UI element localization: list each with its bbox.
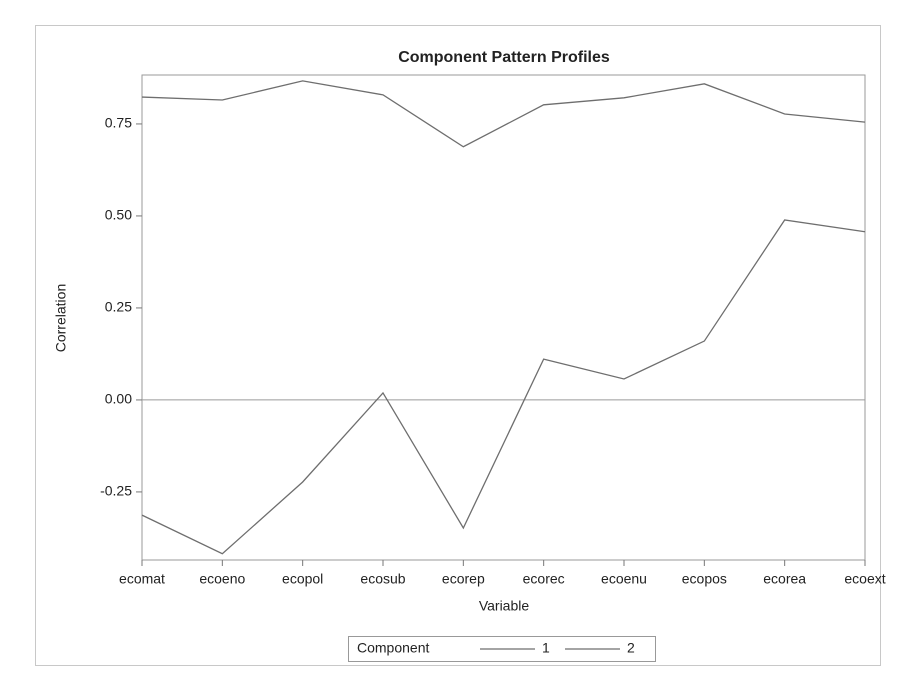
legend-label: 1 xyxy=(542,640,550,656)
x-tick-label: ecopol xyxy=(282,571,323,587)
x-tick-label: ecoenu xyxy=(601,571,647,587)
x-tick-label: ecoext xyxy=(844,571,885,587)
x-tick-label: ecorec xyxy=(523,571,565,587)
y-tick-label: 0.75 xyxy=(105,115,132,131)
legend-title: Component xyxy=(357,640,429,656)
plot-area xyxy=(141,74,866,561)
x-tick-label: ecomat xyxy=(119,571,165,587)
x-tick-label: ecorea xyxy=(763,571,806,587)
x-tick-label: ecoeno xyxy=(199,571,245,587)
panel xyxy=(35,25,881,666)
y-tick-label: 0.50 xyxy=(105,207,132,223)
x-axis-title: Variable xyxy=(479,598,530,614)
legend-label: 2 xyxy=(627,640,635,656)
y-tick-label: 0.00 xyxy=(105,391,132,407)
x-tick-label: ecosub xyxy=(360,571,405,587)
y-tick-label: 0.25 xyxy=(105,299,132,315)
x-tick-label: ecorep xyxy=(442,571,485,587)
chart-title: Component Pattern Profiles xyxy=(398,49,610,66)
series-line xyxy=(141,80,866,148)
y-axis-title: Correlation xyxy=(53,284,69,352)
y-tick-label: -0.25 xyxy=(100,483,132,499)
x-tick-label: ecopos xyxy=(682,571,727,587)
series-line xyxy=(141,219,866,555)
